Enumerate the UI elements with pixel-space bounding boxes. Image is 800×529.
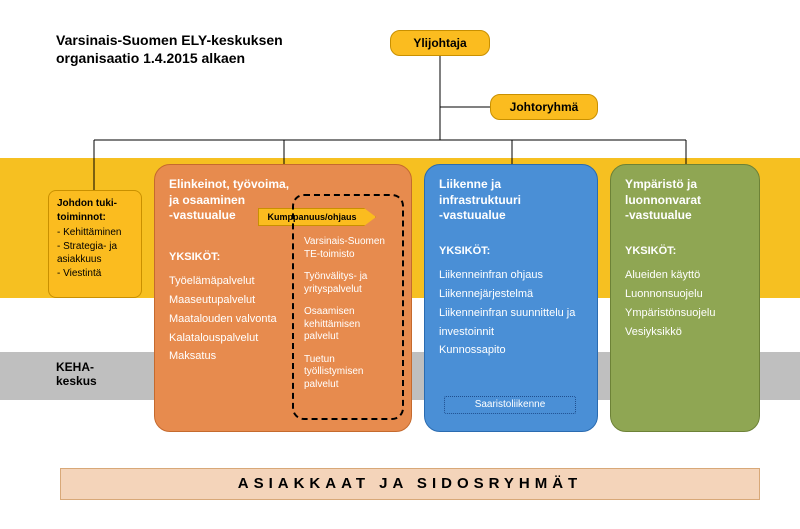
area-title-line: -vastuualue: [439, 208, 583, 224]
keha-keskus-label: KEHA- keskus: [56, 360, 97, 389]
unit-list: YKSIKÖT: Alueiden käyttöLuonnonsuojeluYmp…: [625, 242, 745, 341]
te-office-item: Työnvälitys- ja yrityspalvelut: [304, 271, 392, 296]
unit-item: Työelämäpalvelut: [169, 272, 299, 291]
unit-item: Maaseutupalvelut: [169, 291, 299, 310]
saaristoliikenne-box: Saaristoliikenne: [444, 396, 576, 414]
area-title-line: Liikenne ja: [439, 177, 583, 193]
te-office-item: Varsinais-Suomen TE-toimisto: [304, 236, 392, 261]
unit-item: Maksatus: [169, 347, 299, 366]
unit-item: Vesiyksikkö: [625, 323, 745, 342]
unit-item: Kunnossapito: [439, 341, 583, 360]
unit-item: Liikenneinfran suunnittelu ja investoinn…: [439, 304, 583, 341]
unit-item: Alueiden käyttö: [625, 266, 745, 285]
page-title-line2: organisaatio 1.4.2015 alkaen: [56, 50, 283, 68]
te-office-item: Osaamisen kehittämisen palvelut: [304, 306, 392, 344]
area-title: Ympäristö jaluonnonvarat-vastuualue: [625, 177, 745, 224]
unit-list: YKSIKÖT: TyöelämäpalvelutMaaseutupalvelut…: [169, 248, 299, 366]
area-title-line: Elinkeinot, työvoima,: [169, 177, 397, 193]
unit-item: Maatalouden valvonta: [169, 310, 299, 329]
unit-list: YKSIKÖT: Liikenneinfran ohjausLiikennejär…: [439, 242, 583, 360]
support-item: - Strategia- ja asiakkuus: [57, 240, 133, 267]
keha-line1: KEHA-: [56, 360, 97, 374]
ylijohtaja-label: Ylijohtaja: [413, 36, 466, 50]
node-ylijohtaja: Ylijohtaja: [390, 30, 490, 56]
unit-header: YKSIKÖT:: [169, 248, 299, 267]
page-title: Varsinais-Suomen ELY-keskuksen organisaa…: [56, 32, 283, 67]
support-header: Johdon tuki-toiminnot:: [57, 197, 133, 224]
unit-item: Liikenneinfran ohjaus: [439, 266, 583, 285]
unit-item: Liikennejärjestelmä: [439, 285, 583, 304]
area-title-line: Ympäristö ja: [625, 177, 745, 193]
te-office-box: Varsinais-Suomen TE-toimisto Työnvälitys-…: [292, 194, 404, 420]
footer-label: ASIAKKAAT JA SIDOSRYHMÄT: [238, 475, 582, 492]
te-office-item: Tuetun työllistymisen palvelut: [304, 354, 392, 392]
support-item: - Kehittäminen: [57, 226, 133, 240]
area-title-line: infrastruktuuri: [439, 193, 583, 209]
johtoryhma-label: Johtoryhmä: [510, 100, 579, 114]
page-title-line1: Varsinais-Suomen ELY-keskuksen: [56, 32, 283, 50]
area-title-line: -vastuualue: [625, 208, 745, 224]
unit-header: YKSIKÖT:: [625, 242, 745, 261]
keha-line2: keskus: [56, 374, 97, 388]
unit-header: YKSIKÖT:: [439, 242, 583, 261]
support-item: - Viestintä: [57, 267, 133, 281]
area-title: Liikenne jainfrastruktuuri-vastuualue: [439, 177, 583, 224]
support-functions-box: Johdon tuki-toiminnot: - Kehittäminen- S…: [48, 190, 142, 298]
node-johtoryhma: Johtoryhmä: [490, 94, 598, 120]
org-chart: Varsinais-Suomen ELY-keskuksen organisaa…: [0, 0, 800, 529]
footer-stakeholders-bar: ASIAKKAAT JA SIDOSRYHMÄT: [60, 468, 760, 500]
responsibility-area-ymparisto: Ympäristö jaluonnonvarat-vastuualue YKSIK…: [610, 164, 760, 432]
responsibility-area-liikenne: Liikenne jainfrastruktuuri-vastuualue YKS…: [424, 164, 598, 432]
unit-item: Luonnonsuojelu: [625, 285, 745, 304]
unit-item: Kalatalouspalvelut: [169, 329, 299, 348]
area-title-line: luonnonvarat: [625, 193, 745, 209]
unit-item: Ympäristönsuojelu: [625, 304, 745, 323]
